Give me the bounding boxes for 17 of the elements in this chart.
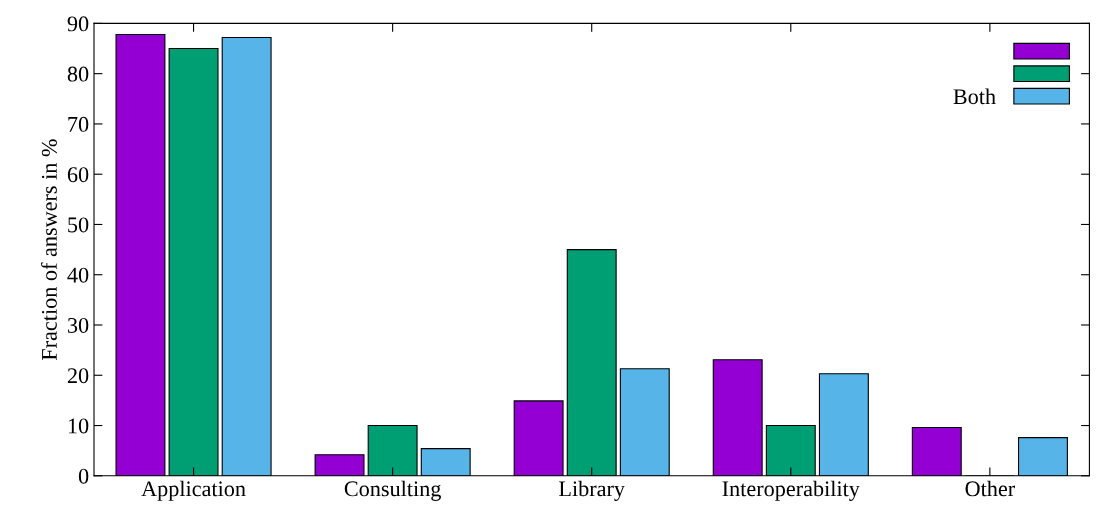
x-tick-label: Library (559, 480, 625, 501)
y-tick-label: 0 (78, 468, 89, 484)
y-tick-label: 90 (67, 16, 89, 32)
y-tick-label: 70 (68, 116, 89, 132)
x-tick-label: Interoperability (722, 480, 860, 501)
y-tick-label: 20 (67, 368, 89, 384)
x-tick-label: Consulting (344, 480, 441, 501)
x-tick-label: Other (965, 480, 1015, 497)
y-tick-label: 10 (68, 418, 89, 434)
y-tick-label: 80 (67, 66, 89, 82)
x-tick-label: Application (141, 480, 246, 501)
y-axis-title: Fraction of answers in % (40, 139, 57, 361)
y-tick-label: 60 (67, 167, 89, 183)
y-tick-label: 30 (67, 317, 89, 333)
legend-label: Both (953, 88, 996, 105)
y-tick-label: 40 (67, 267, 89, 283)
y-tick-label: 50 (68, 217, 89, 233)
